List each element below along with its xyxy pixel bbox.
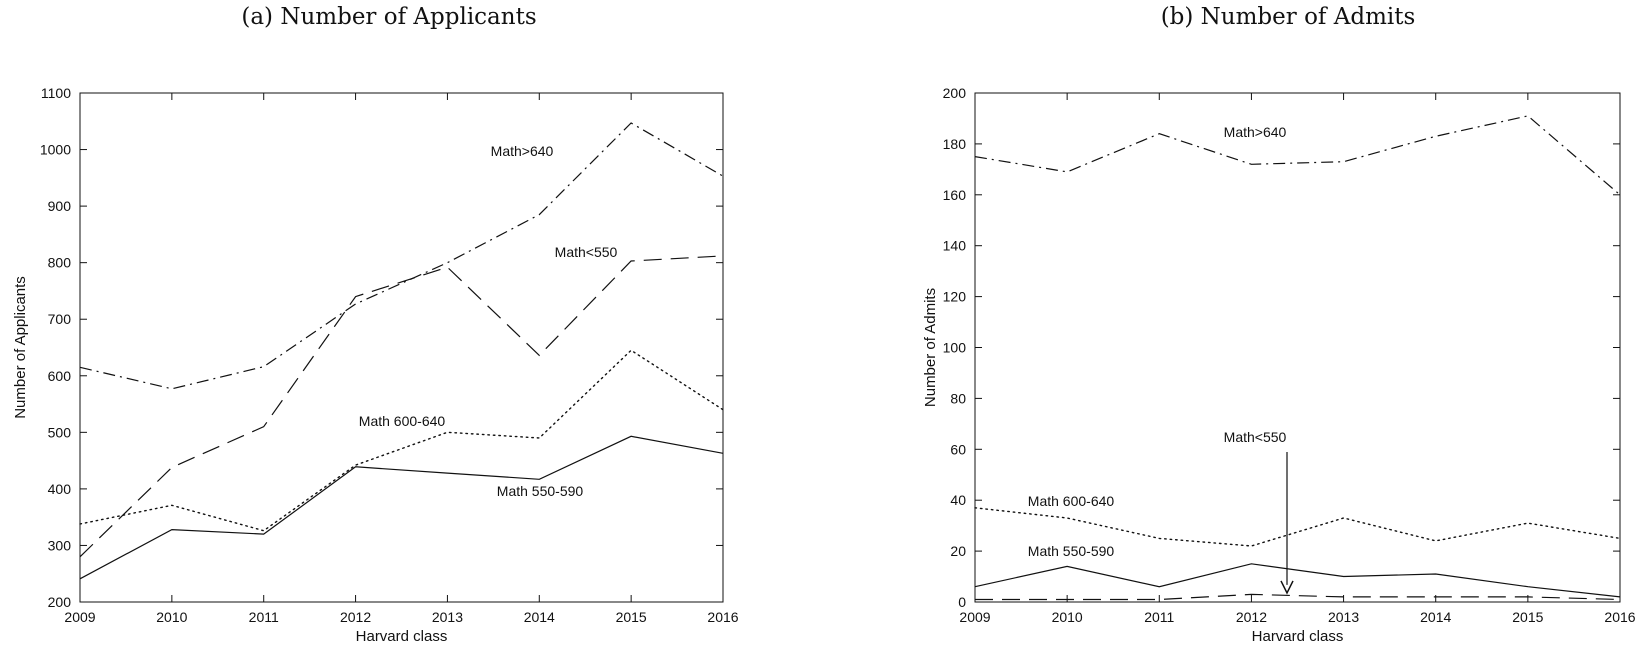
x-tick-label: 2016 — [1604, 609, 1635, 625]
series-line-math-640 — [79, 122, 724, 390]
y-tick-label: 180 — [943, 136, 967, 152]
x-tick-label: 2014 — [1420, 609, 1451, 625]
y-tick-label: 1100 — [41, 85, 71, 101]
x-tick-label: 2011 — [1144, 609, 1174, 625]
chart-a: 200 300 400 500 600 700 800 900 1000 1100 2009 2010… — [12, 85, 739, 645]
x-tick-label: 2013 — [1328, 609, 1359, 625]
y-tick-label: 300 — [48, 537, 72, 553]
series-label: Math 600-640 — [359, 413, 446, 429]
y-tick-label: 160 — [943, 187, 967, 203]
series-label: Math>640 — [491, 143, 554, 159]
panel-b-title: (b) Number of Admits — [1160, 4, 1416, 30]
series-line-math-550 — [975, 593, 1621, 601]
y-axis-label: Number of Admits — [922, 288, 939, 407]
y-tick-label: 1000 — [40, 142, 71, 158]
y-tick-label: 20 — [950, 543, 966, 559]
series-line-math-550-590 — [79, 435, 724, 580]
series-label: Math 550-590 — [497, 483, 584, 499]
y-tick-label: 200 — [943, 85, 967, 101]
y-tick-label: 60 — [950, 441, 966, 457]
x-tick-label: 2009 — [64, 609, 95, 625]
y-tick-label: 100 — [943, 340, 967, 356]
y-tick-label: 80 — [950, 390, 966, 406]
y-tick-label: 700 — [48, 311, 72, 327]
y-tick-label: 120 — [943, 289, 967, 305]
series-line-math-640 — [974, 115, 1621, 196]
series-line-math-600-640 — [974, 507, 1621, 547]
x-tick-label: 2016 — [707, 609, 738, 625]
x-tick-label: 2012 — [340, 609, 371, 625]
y-tick-label: 140 — [943, 238, 967, 254]
y-axis-label: Number of Applicants — [12, 276, 29, 419]
y-tick-label: 500 — [48, 424, 72, 440]
y-tick-label: 400 — [48, 481, 72, 497]
series-label: Math 600-640 — [1028, 493, 1115, 509]
y-tick-label: 0 — [958, 594, 966, 610]
x-tick-label: 2011 — [249, 609, 279, 625]
y-tick-label: 600 — [48, 368, 72, 384]
x-axis-label: Harvard class — [356, 628, 448, 645]
x-tick-label: 2014 — [524, 609, 555, 625]
series-label: Math>640 — [1224, 124, 1287, 140]
y-tick-label: 800 — [48, 255, 72, 271]
series-label: Math 550-590 — [1028, 543, 1115, 559]
series-line-math-600-640 — [79, 349, 724, 532]
x-axis-label: Harvard class — [1252, 628, 1344, 645]
x-tick-label: 2015 — [616, 609, 647, 625]
y-tick-label: 900 — [48, 198, 72, 214]
y-tick-label: 40 — [950, 492, 966, 508]
panel-a-title: (a) Number of Applicants — [241, 4, 537, 30]
x-tick-label: 2015 — [1512, 609, 1543, 625]
y-tick-label: 200 — [48, 594, 72, 610]
series-label: Math<550 — [555, 244, 618, 260]
x-tick-label: 2009 — [959, 609, 990, 625]
x-tick-label: 2010 — [156, 609, 187, 625]
x-tick-label: 2012 — [1236, 609, 1267, 625]
plot-frame — [79, 92, 724, 603]
x-tick-label: 2010 — [1052, 609, 1083, 625]
x-tick-label: 2013 — [432, 609, 463, 625]
chart-b: 0 20 40 60 80 100 120 140 160 180 200 2009 2010 2011 2… — [922, 85, 1636, 645]
series-label: Math<550 — [1224, 429, 1287, 445]
series-line-math-550-590 — [974, 563, 1621, 598]
annotation-arrow-head — [1280, 580, 1294, 595]
series-line-math-550 — [79, 255, 724, 558]
